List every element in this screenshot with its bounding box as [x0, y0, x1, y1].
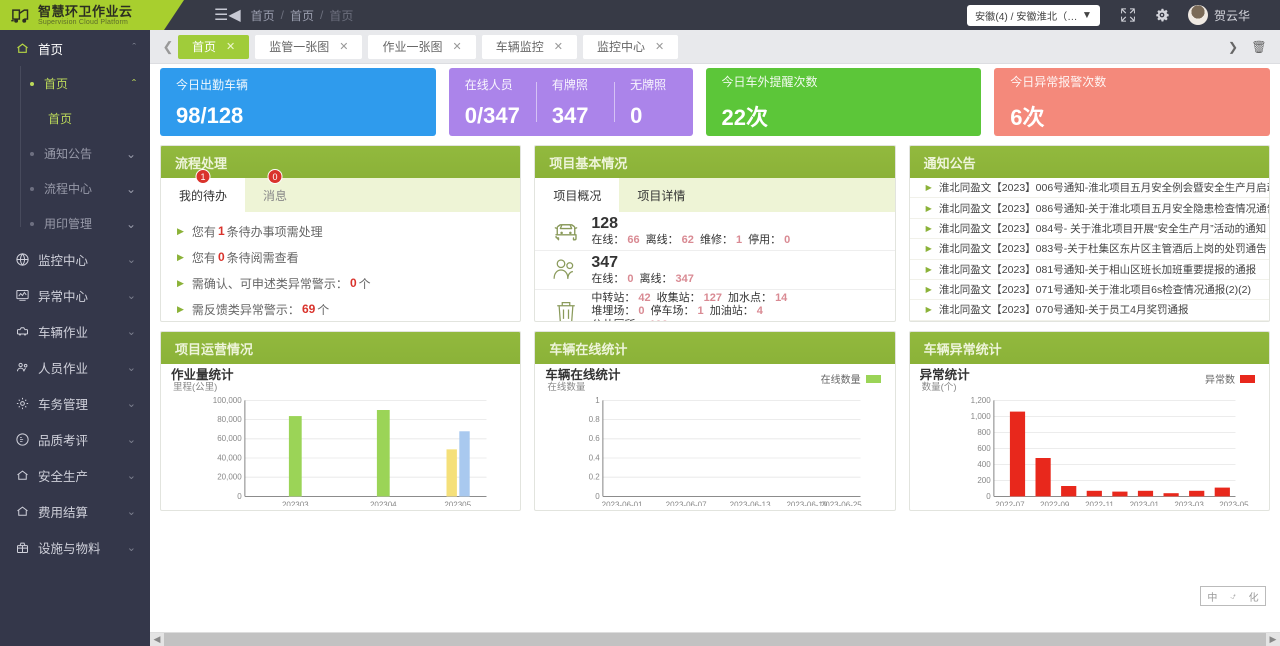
svg-text:1,000: 1,000: [970, 412, 991, 421]
svg-text:202304: 202304: [370, 501, 397, 506]
svg-text:1,200: 1,200: [970, 396, 991, 405]
svg-text:0.6: 0.6: [589, 434, 601, 443]
svg-text:0.2: 0.2: [589, 473, 601, 482]
svg-text:1: 1: [596, 396, 601, 405]
svg-text:0.8: 0.8: [589, 415, 601, 424]
svg-text:0: 0: [237, 492, 242, 501]
svg-text:2023-05: 2023-05: [1219, 501, 1249, 506]
svg-text:2022-07: 2022-07: [995, 501, 1025, 506]
svg-text:2023-01: 2023-01: [1129, 501, 1159, 506]
svg-text:2022-11: 2022-11: [1085, 501, 1114, 506]
svg-text:0: 0: [596, 492, 601, 501]
svg-text:2022-09: 2022-09: [1040, 501, 1070, 506]
svg-text:80,000: 80,000: [217, 415, 242, 424]
svg-text:0.4: 0.4: [589, 454, 601, 463]
svg-text:2023-06-01: 2023-06-01: [602, 501, 643, 506]
svg-text:2023-06-13: 2023-06-13: [730, 501, 771, 506]
svg-text:2023-06-25: 2023-06-25: [821, 501, 862, 506]
svg-text:202303: 202303: [282, 501, 309, 506]
svg-text:100,000: 100,000: [213, 396, 242, 405]
svg-text:400: 400: [977, 460, 991, 469]
svg-text:20,000: 20,000: [217, 473, 242, 482]
svg-text:800: 800: [977, 428, 991, 437]
svg-text:2023-03: 2023-03: [1174, 501, 1204, 506]
svg-text:0: 0: [986, 492, 991, 501]
svg-text:600: 600: [977, 444, 991, 453]
svg-text:60,000: 60,000: [217, 434, 242, 443]
svg-text:202305: 202305: [444, 501, 471, 506]
svg-text:2023-06-07: 2023-06-07: [666, 501, 707, 506]
svg-text:200: 200: [977, 476, 991, 485]
svg-text:40,000: 40,000: [217, 454, 242, 463]
